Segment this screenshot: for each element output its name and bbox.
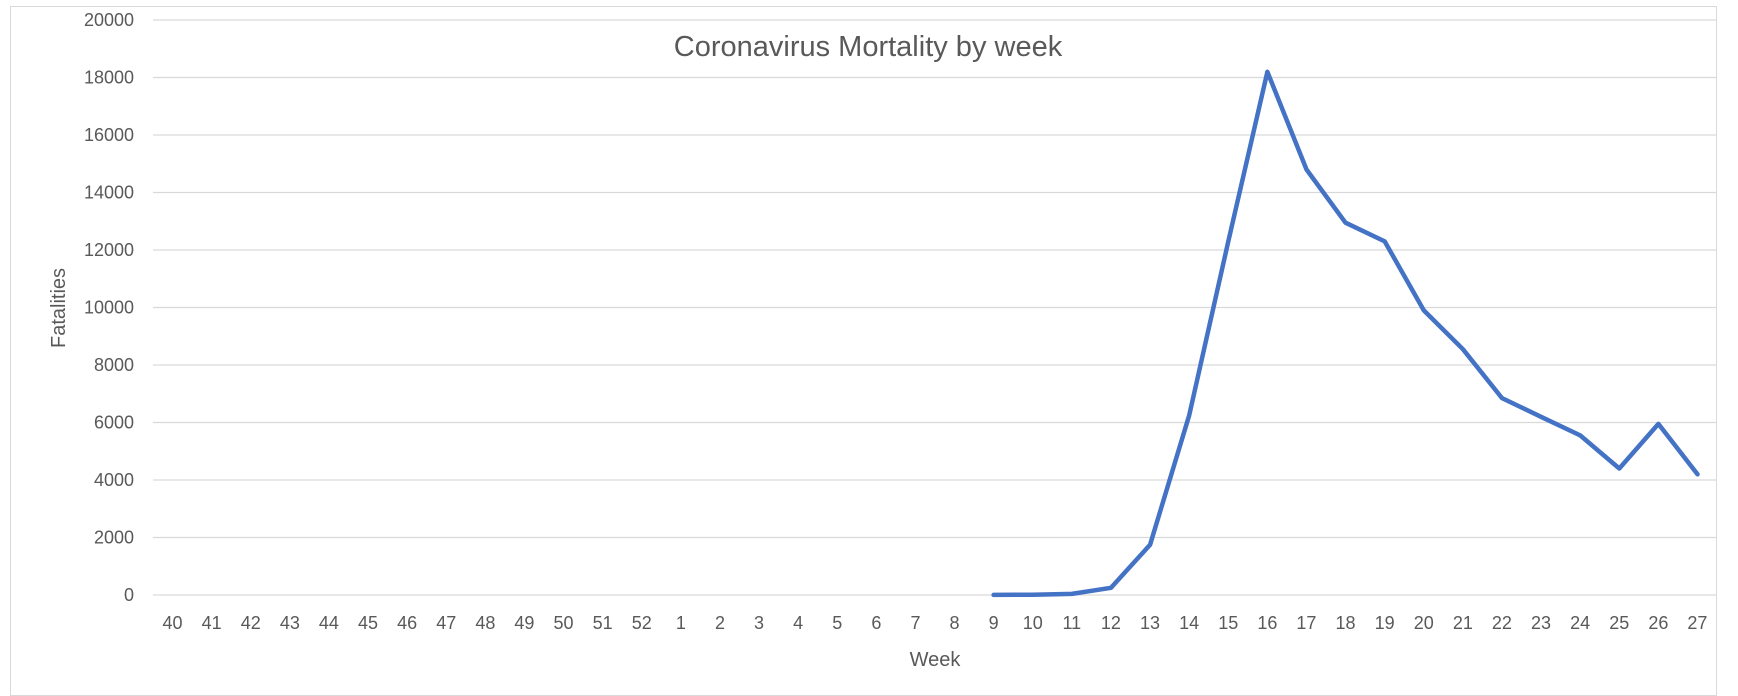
line-chart: 0 2000 4000 6000 8000 10000 12000 14000 16000 180… xyxy=(0,0,1738,673)
x-tick-label: 17 xyxy=(1296,613,1316,633)
x-tick-label: 3 xyxy=(754,613,764,633)
x-tick-label: 42 xyxy=(241,613,261,633)
x-tick-label: 4 xyxy=(793,613,803,633)
x-tick-label: 43 xyxy=(280,613,300,633)
x-tick-label: 18 xyxy=(1336,613,1356,633)
y-tick-label: 12000 xyxy=(84,240,134,260)
x-tick-label: 27 xyxy=(1687,613,1707,633)
y-axis-ticks: 0 2000 4000 6000 8000 10000 12000 14000 16000 180… xyxy=(84,10,134,605)
x-tick-label: 11 xyxy=(1063,613,1082,633)
x-tick-label: 44 xyxy=(319,613,339,633)
y-tick-label: 0 xyxy=(124,585,134,605)
y-tick-label: 10000 xyxy=(84,298,134,318)
x-tick-label: 25 xyxy=(1609,613,1629,633)
y-tick-label: 4000 xyxy=(94,470,134,490)
y-tick-label: 6000 xyxy=(94,413,134,433)
x-tick-label: 13 xyxy=(1140,613,1160,633)
x-tick-label: 8 xyxy=(950,613,960,633)
x-tick-label: 23 xyxy=(1531,613,1551,633)
x-tick-label: 47 xyxy=(436,613,456,633)
x-tick-label: 5 xyxy=(832,613,842,633)
y-axis-title: Fatalities xyxy=(48,268,70,348)
gridlines xyxy=(153,20,1717,595)
y-tick-label: 18000 xyxy=(84,68,134,88)
x-tick-label: 22 xyxy=(1492,613,1512,633)
x-tick-label: 51 xyxy=(593,613,613,633)
x-tick-label: 2 xyxy=(715,613,725,633)
x-tick-label: 19 xyxy=(1375,613,1395,633)
x-tick-label: 52 xyxy=(632,613,652,633)
x-tick-label: 12 xyxy=(1101,613,1121,633)
x-tick-label: 40 xyxy=(163,613,183,633)
x-tick-label: 24 xyxy=(1570,613,1590,633)
x-tick-label: 26 xyxy=(1648,613,1668,633)
y-tick-label: 20000 xyxy=(84,10,134,30)
x-tick-label: 16 xyxy=(1257,613,1277,633)
x-tick-label: 1 xyxy=(676,613,686,633)
x-tick-label: 20 xyxy=(1414,613,1434,633)
series-layer xyxy=(994,72,1698,595)
x-tick-label: 41 xyxy=(202,613,222,633)
x-tick-label: 48 xyxy=(475,613,495,633)
x-tick-label: 7 xyxy=(910,613,920,633)
x-tick-label: 21 xyxy=(1453,613,1473,633)
y-tick-label: 2000 xyxy=(94,528,134,548)
x-tick-label: 14 xyxy=(1179,613,1199,633)
x-tick-label: 49 xyxy=(514,613,534,633)
x-axis-title: Week xyxy=(910,649,962,671)
y-tick-label: 8000 xyxy=(94,355,134,375)
chart-frame: 0 2000 4000 6000 8000 10000 12000 14000 16000 180… xyxy=(0,0,1738,673)
y-tick-label: 16000 xyxy=(84,125,134,145)
x-tick-label: 9 xyxy=(989,613,999,633)
series-line-0 xyxy=(994,72,1698,595)
x-tick-label: 50 xyxy=(554,613,574,633)
y-tick-label: 14000 xyxy=(84,183,134,203)
x-tick-label: 6 xyxy=(871,613,881,633)
chart-title: Coronavirus Mortality by week xyxy=(674,31,1063,63)
x-tick-label: 45 xyxy=(358,613,378,633)
x-tick-label: 10 xyxy=(1023,613,1043,633)
x-tick-label: 15 xyxy=(1218,613,1238,633)
x-tick-label: 46 xyxy=(397,613,417,633)
